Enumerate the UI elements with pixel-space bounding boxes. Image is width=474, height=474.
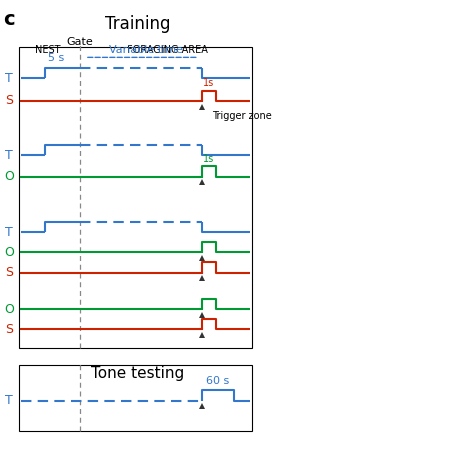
Text: O: O (4, 170, 14, 183)
Text: 1s: 1s (203, 154, 215, 164)
Bar (18, 365, 252, 431)
Text: S: S (5, 94, 13, 108)
Text: NEST: NEST (35, 45, 61, 55)
Text: Gate: Gate (66, 37, 93, 47)
Text: T: T (5, 149, 13, 162)
Text: 5 s: 5 s (47, 53, 64, 63)
Text: O: O (4, 302, 14, 316)
Text: S: S (5, 323, 13, 336)
Text: Tone testing: Tone testing (91, 366, 185, 381)
Text: S: S (5, 266, 13, 279)
Text: T: T (5, 226, 13, 239)
Text: T: T (5, 394, 13, 407)
Text: 1s: 1s (203, 78, 215, 88)
Bar (18, 47, 252, 348)
Text: 60 s: 60 s (206, 376, 229, 386)
Text: Trigger zone: Trigger zone (212, 111, 272, 121)
Text: Training: Training (105, 15, 171, 33)
Text: FORAGING AREA: FORAGING AREA (127, 45, 208, 55)
Text: T: T (5, 72, 13, 85)
Text: O: O (4, 246, 14, 259)
Text: Variable time: Variable time (109, 45, 183, 55)
Text: c: c (3, 10, 14, 29)
